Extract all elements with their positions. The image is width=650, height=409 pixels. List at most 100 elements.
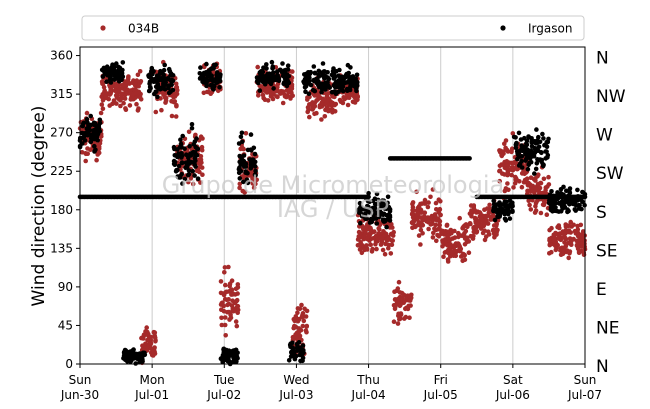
data-point (122, 347, 128, 353)
data-point (367, 199, 372, 204)
data-point (166, 66, 172, 72)
data-point (255, 93, 261, 98)
data-point (301, 318, 307, 324)
data-point (306, 91, 312, 97)
data-point (509, 172, 514, 178)
data-point (355, 97, 360, 103)
data-point (180, 181, 185, 186)
data-point (530, 189, 536, 194)
data-point (88, 113, 93, 119)
data-point (120, 82, 126, 88)
data-point (431, 230, 436, 236)
y-tick-label: 360 (50, 49, 73, 63)
data-point (153, 109, 159, 115)
data-point (119, 70, 124, 75)
data-point (141, 336, 146, 341)
watermark: Grupo de Micrometeorologia IAG / USP (162, 171, 504, 223)
data-point (426, 200, 431, 205)
data-point (468, 233, 474, 239)
data-point (82, 138, 88, 143)
data-point (265, 87, 271, 93)
data-point (350, 99, 356, 105)
data-point (83, 130, 88, 136)
data-point (533, 166, 539, 172)
data-point (382, 251, 388, 257)
data-point (458, 246, 464, 252)
data-point (435, 216, 441, 221)
data-point (276, 75, 281, 80)
data-point (100, 106, 106, 111)
data-point (422, 201, 428, 206)
data-point (385, 200, 390, 206)
data-point (505, 211, 511, 217)
data-point (567, 190, 573, 196)
data-point (487, 202, 492, 208)
data-point (251, 185, 257, 191)
data-point (243, 164, 249, 169)
data-point (189, 122, 195, 127)
data-point (478, 215, 484, 221)
data-point (300, 343, 306, 348)
data-point (175, 154, 180, 160)
data-point (410, 211, 415, 216)
data-point (219, 315, 224, 321)
data-point (176, 175, 181, 180)
data-point (486, 232, 492, 237)
data-point (153, 339, 158, 344)
data-point (414, 213, 419, 218)
data-point (404, 305, 409, 311)
data-point (558, 209, 564, 214)
data-point (381, 218, 386, 224)
data-point (274, 69, 280, 74)
data-point (391, 229, 397, 235)
data-point (442, 237, 448, 242)
data-point (135, 72, 141, 78)
data-point (168, 89, 173, 94)
data-point (189, 125, 195, 131)
data-point (103, 94, 109, 100)
data-point (430, 235, 436, 240)
data-point (575, 230, 581, 236)
data-point (182, 176, 188, 182)
data-point (325, 80, 330, 86)
data-point (257, 88, 263, 93)
data-point (186, 129, 192, 135)
data-point (547, 251, 552, 256)
data-point (467, 211, 473, 216)
data-point (305, 95, 310, 100)
data-point (240, 139, 245, 145)
data-point (195, 176, 201, 181)
data-point (576, 206, 582, 211)
data-point (229, 278, 235, 284)
data-point (222, 265, 228, 270)
data-point (391, 319, 397, 325)
data-point (525, 181, 531, 187)
data-point (193, 153, 198, 159)
data-point (227, 359, 232, 364)
x-tick-weekday: Sun (574, 373, 597, 387)
data-point (190, 168, 195, 174)
data-point (460, 224, 466, 230)
data-point (525, 166, 531, 172)
data-point (308, 69, 314, 75)
data-point (100, 81, 105, 86)
data-point (332, 89, 338, 94)
data-point (228, 315, 234, 321)
data-point (276, 88, 281, 94)
data-point (302, 76, 308, 82)
legend: 034B Irgason (81, 15, 585, 41)
data-point (368, 227, 374, 233)
data-point (434, 207, 439, 212)
data-point (561, 205, 566, 210)
data-point (343, 73, 349, 78)
data-point (231, 359, 236, 364)
data-point (509, 148, 514, 154)
data-point (159, 70, 164, 76)
data-point (236, 170, 242, 176)
data-point (534, 127, 539, 132)
data-point (410, 220, 416, 226)
data-point (214, 73, 220, 79)
data-point (418, 215, 424, 220)
y-tick-label: 45 (58, 318, 73, 332)
data-point (290, 69, 295, 74)
